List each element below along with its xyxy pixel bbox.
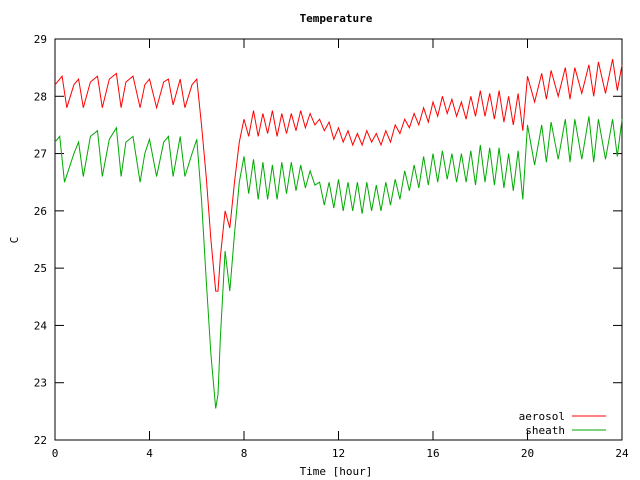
- y-tick-label: 28: [34, 90, 47, 103]
- legend-label-sheath: sheath: [525, 424, 565, 437]
- x-tick-label: 20: [521, 447, 534, 460]
- x-tick-label: 24: [615, 447, 629, 460]
- series-line-sheath: [54, 116, 623, 409]
- series-lines: [54, 58, 623, 409]
- y-axis-ticks: 22 23 24 25 26 27 28 29: [34, 33, 622, 447]
- y-tick-label: 23: [34, 377, 47, 390]
- y-tick-label: 25: [34, 262, 47, 275]
- x-tick-label: 0: [52, 447, 59, 460]
- y-axis-label: C: [8, 237, 21, 244]
- series-line-aerosol: [54, 58, 623, 292]
- x-axis-label: Time [hour]: [300, 465, 373, 478]
- x-tick-label: 12: [332, 447, 345, 460]
- x-tick-label: 8: [241, 447, 248, 460]
- plot-area-frame: [54, 38, 623, 441]
- y-tick-label: 29: [34, 33, 47, 46]
- legend-label-aerosol: aerosol: [519, 410, 565, 423]
- x-tick-label: 16: [426, 447, 439, 460]
- y-tick-label: 27: [34, 148, 47, 161]
- x-axis-ticks: 0 4 8 12 16 20 24: [52, 39, 629, 460]
- y-tick-label: 22: [34, 434, 47, 447]
- x-tick-label: 4: [146, 447, 153, 460]
- chart-title: Temperature: [300, 12, 373, 25]
- y-tick-label: 26: [34, 205, 47, 218]
- y-tick-label: 24: [34, 319, 48, 332]
- legend: aerosol sheath: [519, 410, 606, 437]
